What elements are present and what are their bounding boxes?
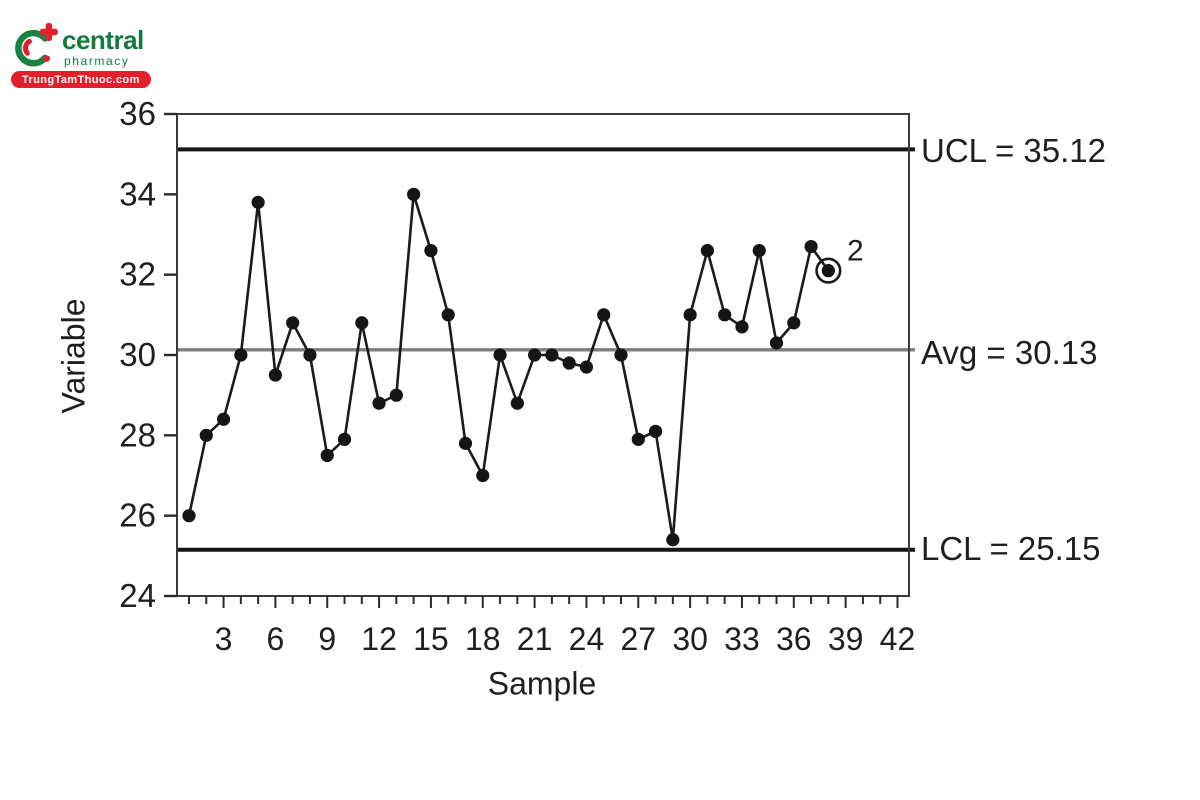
brand-logo: central pharmacy TrungTamThuoc.com: [11, 18, 194, 104]
brand-subtitle: pharmacy: [64, 54, 130, 68]
data-point-17: [458, 436, 473, 450]
data-point-30: [683, 308, 697, 322]
x-tick-label: 3: [215, 621, 233, 657]
lcl-label: LCL = 25.15: [921, 530, 1101, 567]
data-point-32: [718, 308, 732, 322]
x-tick-label: 15: [413, 621, 449, 657]
flagged-point-ring: [815, 257, 842, 284]
data-point-8: [303, 348, 317, 362]
data-point-4: [234, 348, 248, 362]
data-point-35: [769, 336, 784, 350]
data-point-23: [562, 356, 576, 370]
data-point-31: [700, 243, 715, 258]
x-tick-label: 36: [776, 621, 812, 657]
data-point-24: [579, 360, 594, 374]
x-tick-label: 33: [724, 621, 760, 657]
x-axis-title: Sample: [487, 665, 597, 702]
x-tick-label: 27: [620, 621, 656, 657]
data-point-15: [424, 243, 438, 258]
data-point-37: [804, 239, 818, 254]
x-tick-label: 24: [569, 621, 605, 657]
data-point-14: [407, 187, 421, 201]
data-point-26: [614, 348, 628, 362]
data-point-27: [631, 432, 645, 446]
data-point-12: [372, 396, 386, 410]
data-point-1: [182, 509, 196, 523]
data-point-3: [216, 412, 231, 426]
data-point-21: [528, 348, 542, 362]
data-point-33: [735, 320, 749, 334]
data-point-6: [268, 368, 282, 382]
brand-badge: TrungTamThuoc.com: [11, 71, 151, 88]
ucl-label: UCL = 35.12: [921, 132, 1106, 169]
data-point-22: [545, 348, 559, 362]
x-tick-label: 30: [672, 621, 708, 657]
y-tick-label: 26: [119, 497, 156, 534]
data-point-5: [251, 195, 265, 209]
y-tick-label: 30: [119, 336, 156, 373]
y-tick-label: 34: [119, 175, 156, 212]
data-point-36: [787, 316, 801, 330]
pharmacy-logo-icon: [15, 23, 58, 67]
avg-label: Avg = 30.13: [921, 334, 1098, 371]
x-tick-label: 6: [267, 621, 285, 657]
x-tick-label: 42: [880, 621, 916, 657]
y-axis-title: Variable: [55, 298, 92, 414]
data-point-20: [510, 396, 524, 410]
data-point-38: [821, 264, 835, 278]
y-tick-label: 32: [119, 256, 156, 293]
y-tick-label: 24: [119, 577, 156, 614]
y-tick-label: 28: [119, 416, 156, 453]
data-line: [187, 193, 830, 540]
data-point-13: [389, 388, 403, 402]
data-point-10: [337, 432, 352, 446]
data-point-18: [476, 468, 490, 483]
data-point-7: [286, 316, 300, 330]
x-tick-label: 39: [828, 621, 864, 657]
data-point-16: [441, 308, 455, 322]
data-point-25: [597, 308, 611, 322]
data-point-11: [355, 316, 369, 330]
y-tick-label: 36: [119, 95, 156, 132]
data-point-29: [666, 533, 680, 547]
x-tick-label: 21: [517, 621, 553, 657]
data-point-9: [320, 448, 334, 463]
data-point-28: [648, 424, 663, 438]
x-tick-label: 9: [318, 621, 336, 657]
x-tick-label: 18: [465, 621, 501, 657]
data-point-19: [493, 348, 507, 362]
brand-name: central: [62, 25, 144, 55]
rule-violation-label: 2: [847, 235, 864, 268]
data-point-2: [199, 428, 213, 442]
data-point-34: [752, 243, 766, 258]
x-tick-label: 12: [361, 621, 397, 657]
